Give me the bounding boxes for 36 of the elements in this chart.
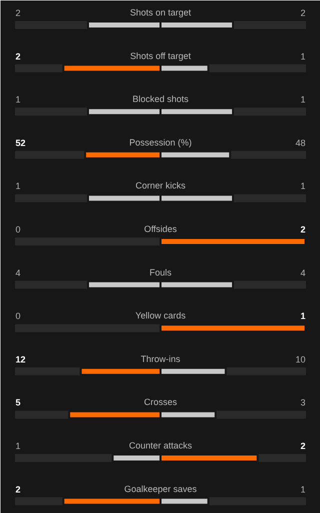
annotation: 4 [300,268,306,278]
text: 4 [16,268,21,278]
annotation: 1 [300,311,306,322]
y-tick-label: Possession (%) [129,137,192,148]
text: 1 [16,441,21,451]
y-tick-label: Crosses [144,397,178,408]
annotation: 48 [295,138,306,148]
y-tick-label: Corner kicks [135,180,186,191]
y-tick-label: Goalkeeper saves [124,484,198,494]
annotation: 10 [295,354,306,364]
annotation: 3 [300,398,306,408]
annotation: 2 [300,441,306,451]
text: 5 [16,398,21,408]
annotation: 1 [300,484,306,494]
annotation: 2 [300,8,306,18]
annotation: 1 [300,181,306,192]
text: 0 [16,224,21,234]
text: 12 [16,354,26,364]
annotation: 2 [300,224,306,234]
text: 52 [16,138,26,148]
text: 1 [16,94,21,105]
text: 2 [16,51,21,62]
y-tick-label: Offsides [144,224,178,234]
y-tick-label: Blocked shots [132,94,190,104]
y-tick-label: Fouls [149,267,172,278]
y-tick-label: Shots off target [130,50,192,61]
text: 2 [16,484,21,494]
text: 0 [16,311,21,322]
y-tick-label: Shots on target [130,8,192,18]
y-tick-label: Yellow cards [135,310,186,321]
annotation: 1 [300,51,306,62]
text: 2 [16,8,21,18]
text: 1 [16,181,21,192]
y-tick-label: Throw-ins [140,354,181,364]
y-tick-label: Counter attacks [128,440,193,450]
annotation: 1 [300,94,306,105]
